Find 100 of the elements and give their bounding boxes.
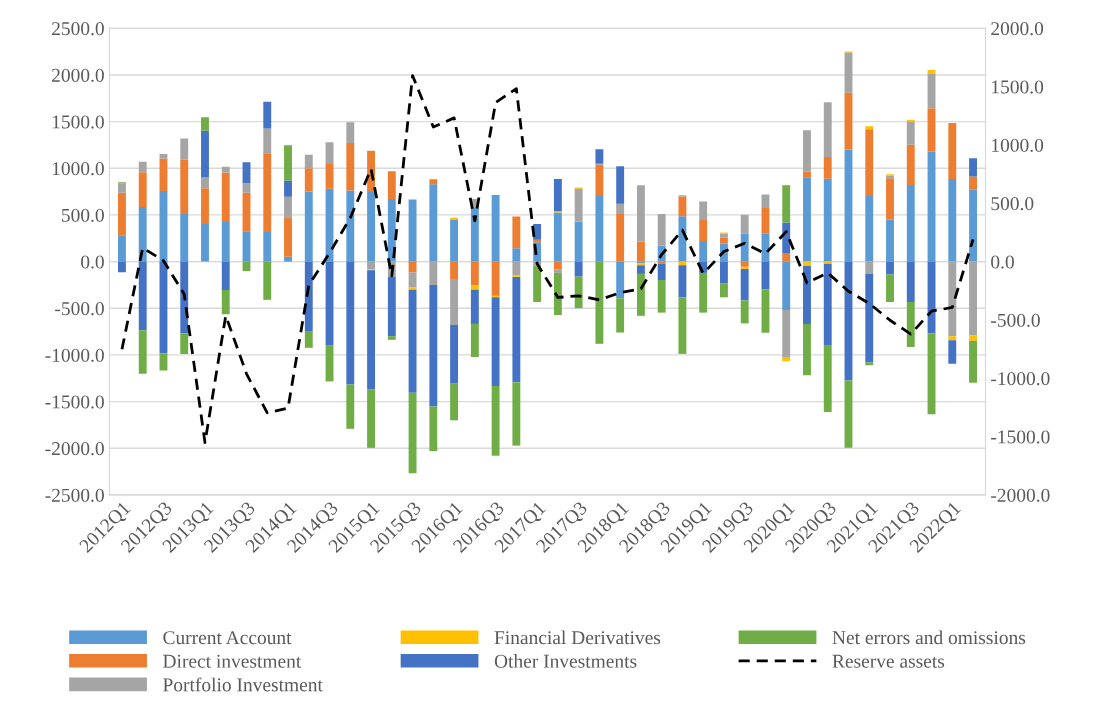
bar bbox=[969, 335, 977, 341]
y-tick-label: -2000.0 bbox=[45, 442, 104, 456]
bar bbox=[574, 188, 583, 222]
bar bbox=[740, 266, 749, 269]
y-tick-label: 1000.0 bbox=[52, 162, 104, 176]
bar bbox=[450, 324, 459, 384]
y-tick-label: -500.0 bbox=[55, 302, 104, 316]
bar bbox=[325, 164, 334, 189]
bar bbox=[595, 149, 604, 164]
bar bbox=[823, 102, 832, 157]
bar bbox=[263, 128, 272, 154]
bar bbox=[491, 194, 500, 262]
bar bbox=[221, 166, 230, 173]
bar bbox=[761, 289, 770, 333]
bar bbox=[201, 188, 209, 224]
bar bbox=[284, 217, 292, 257]
bar bbox=[823, 263, 832, 346]
bar bbox=[948, 179, 957, 262]
bar bbox=[367, 191, 375, 262]
bar bbox=[906, 144, 915, 185]
bar bbox=[886, 178, 894, 220]
y2-tick-label: -1000.0 bbox=[991, 372, 1050, 386]
bar bbox=[823, 178, 832, 262]
bar bbox=[969, 189, 977, 262]
bar bbox=[595, 164, 604, 196]
bar bbox=[616, 298, 625, 333]
y2-tick-label: 1500.0 bbox=[992, 80, 1044, 94]
bar bbox=[263, 261, 272, 300]
bar bbox=[823, 156, 832, 179]
bar bbox=[263, 231, 272, 262]
bar bbox=[263, 153, 272, 232]
bar bbox=[408, 392, 417, 474]
bar bbox=[865, 362, 874, 366]
legend-label: Other Investments bbox=[494, 654, 637, 668]
bar bbox=[159, 153, 168, 159]
bar bbox=[408, 272, 417, 288]
bar bbox=[138, 330, 147, 374]
bar bbox=[429, 179, 438, 185]
bar bbox=[408, 261, 417, 273]
bar bbox=[761, 208, 770, 234]
bar bbox=[512, 248, 521, 262]
bar bbox=[657, 213, 666, 246]
bar bbox=[865, 195, 874, 262]
bar bbox=[304, 168, 313, 192]
bar bbox=[387, 336, 396, 340]
y-tick-label: 1500.0 bbox=[52, 115, 104, 129]
bar bbox=[803, 130, 811, 172]
bar bbox=[284, 196, 292, 218]
bar bbox=[699, 201, 708, 220]
bar bbox=[616, 166, 625, 204]
bar bbox=[699, 272, 708, 313]
bar bbox=[387, 276, 396, 337]
bar bbox=[906, 301, 915, 347]
bar bbox=[782, 253, 791, 262]
bar bbox=[242, 231, 251, 262]
bar bbox=[346, 122, 355, 143]
bar bbox=[803, 261, 811, 266]
bar bbox=[470, 261, 479, 286]
bar bbox=[470, 285, 479, 290]
bar bbox=[553, 269, 562, 273]
bar bbox=[699, 219, 708, 242]
bar bbox=[533, 265, 542, 302]
bar bbox=[595, 195, 604, 262]
bar bbox=[221, 290, 230, 315]
bar bbox=[304, 154, 313, 169]
bar bbox=[138, 207, 147, 262]
bar bbox=[387, 171, 396, 199]
bar bbox=[886, 274, 894, 302]
y2-tick-label: 1000.0 bbox=[992, 138, 1044, 152]
bar bbox=[616, 213, 625, 262]
bar bbox=[512, 276, 521, 383]
bar bbox=[699, 241, 708, 262]
bar bbox=[346, 261, 355, 385]
bar bbox=[408, 289, 417, 393]
bar bbox=[678, 297, 687, 354]
bar bbox=[948, 336, 957, 341]
bar bbox=[180, 333, 189, 354]
bar bbox=[906, 261, 915, 302]
bar bbox=[346, 384, 355, 429]
bar bbox=[595, 261, 604, 344]
bar bbox=[138, 161, 147, 173]
bar bbox=[969, 340, 977, 383]
bar bbox=[491, 261, 500, 296]
bar bbox=[969, 176, 977, 190]
bar bbox=[865, 261, 874, 275]
y2-tick-label: -2000.0 bbox=[991, 488, 1050, 502]
bar bbox=[865, 129, 874, 196]
bar bbox=[761, 194, 770, 209]
bar bbox=[948, 261, 957, 337]
bar bbox=[740, 268, 749, 301]
legend-label: Portfolio Investment bbox=[163, 677, 323, 692]
y-tick-label: -1500.0 bbox=[45, 395, 104, 409]
bar bbox=[201, 223, 209, 262]
y-tick-label: 2500.0 bbox=[52, 22, 104, 36]
bar bbox=[118, 183, 126, 193]
bar bbox=[865, 274, 874, 363]
bar bbox=[740, 300, 749, 324]
bar bbox=[450, 219, 459, 262]
bar bbox=[969, 158, 977, 177]
bar bbox=[844, 380, 853, 448]
